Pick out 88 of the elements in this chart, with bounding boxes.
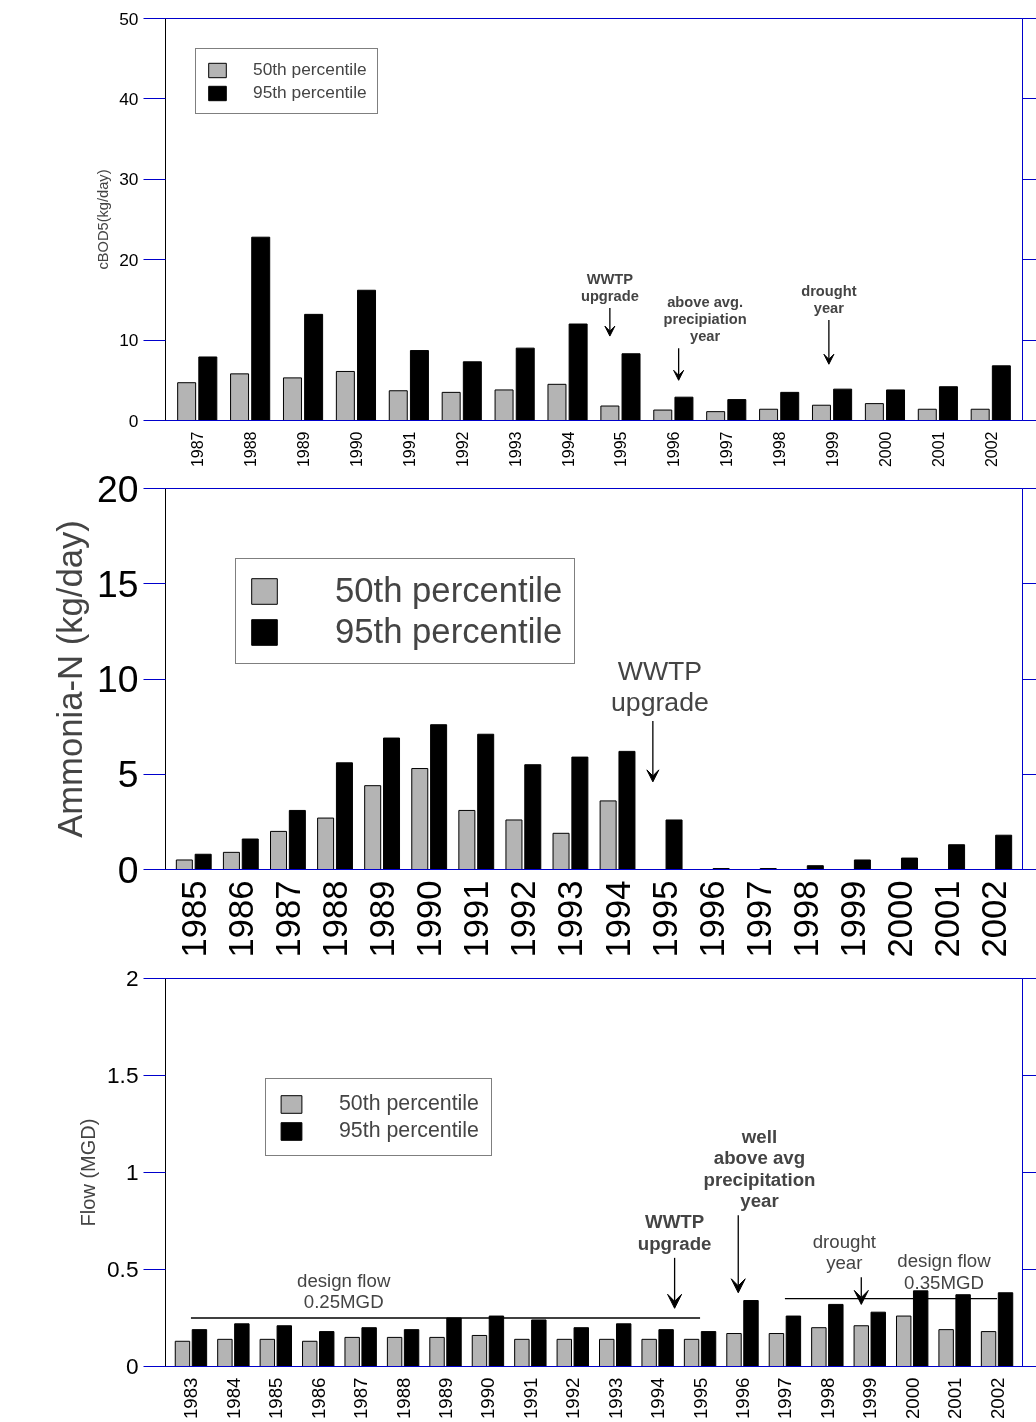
x-tick-label: 1998 bbox=[786, 880, 825, 958]
x-tick-label: 1995 bbox=[612, 431, 630, 468]
x-tick-label: 1994 bbox=[598, 880, 637, 958]
y-tick-label: 10 bbox=[96, 658, 139, 700]
x-tick-label: 2002 bbox=[975, 880, 1014, 958]
x-tick-label: 1999 bbox=[824, 431, 842, 468]
y-tick-label: 30 bbox=[119, 169, 139, 190]
x-tick-label: 1989 bbox=[295, 431, 313, 468]
x-tick-label: 2000 bbox=[901, 1377, 923, 1419]
y-axis-title: Ammonia-N (kg/day) bbox=[50, 520, 89, 838]
x-tick-label: 1988 bbox=[242, 431, 260, 468]
legend-label: 50th percentile bbox=[335, 571, 563, 610]
x-tick-label: 1996 bbox=[665, 431, 683, 468]
x-tick-label: 1992 bbox=[453, 431, 471, 468]
legend-label: 50th percentile bbox=[339, 1091, 479, 1116]
y-tick-label: 0.5 bbox=[107, 1256, 139, 1282]
y-tick-label: 1.5 bbox=[107, 1062, 139, 1088]
y-tick-label: 2 bbox=[125, 965, 139, 991]
y-tick-label: 50 bbox=[119, 8, 139, 29]
series-label: design flow 0.35MGD bbox=[897, 1250, 992, 1293]
x-tick-label: 1990 bbox=[410, 880, 449, 958]
x-tick-label: 1999 bbox=[859, 1377, 881, 1419]
x-tick-label: 1997 bbox=[739, 880, 778, 958]
x-tick-label: 2002 bbox=[986, 1377, 1008, 1419]
x-tick-label: 1985 bbox=[174, 880, 213, 958]
x-tick-label: 1989 bbox=[363, 880, 402, 958]
x-tick-label: 1998 bbox=[771, 431, 789, 468]
annotation: well above avg precipitation year bbox=[703, 1125, 816, 1212]
annotation: WWTP upgrade bbox=[637, 1211, 712, 1254]
x-tick-label: 1987 bbox=[189, 431, 207, 468]
y-tick-label: 20 bbox=[119, 249, 139, 270]
y-tick-label: 1 bbox=[125, 1159, 139, 1185]
x-tick-label: 1995 bbox=[689, 1377, 711, 1419]
x-tick-label: 1995 bbox=[645, 880, 684, 958]
x-tick-label: 1993 bbox=[551, 880, 590, 958]
x-tick-label: 1992 bbox=[504, 880, 543, 958]
x-tick-label: 1994 bbox=[647, 1377, 669, 1419]
x-tick-label: 1992 bbox=[562, 1377, 584, 1419]
x-tick-label: 1986 bbox=[307, 1377, 329, 1419]
legend-label: 95th percentile bbox=[253, 82, 367, 103]
series-label: design flow 0.25MGD bbox=[297, 1269, 391, 1312]
x-tick-label: 1983 bbox=[180, 1377, 202, 1419]
y-tick-label: 40 bbox=[119, 88, 139, 109]
x-tick-label: 1999 bbox=[833, 880, 872, 958]
x-tick-label: 1997 bbox=[774, 1377, 796, 1419]
x-tick-label: 1997 bbox=[718, 431, 736, 468]
x-tick-label: 1989 bbox=[435, 1377, 457, 1419]
annotation: drought year bbox=[801, 283, 857, 316]
x-tick-label: 1998 bbox=[816, 1377, 838, 1419]
y-axis-title: Flow (MGD) bbox=[77, 1118, 99, 1227]
x-tick-label: 1988 bbox=[316, 880, 355, 958]
y-tick-label: 10 bbox=[119, 330, 139, 351]
x-tick-label: 1991 bbox=[457, 880, 496, 958]
x-tick-label: 2001 bbox=[928, 880, 967, 958]
y-axis-title: cBOD5(kg/day) bbox=[95, 169, 112, 270]
legend-label: 95th percentile bbox=[335, 612, 563, 651]
legend-label: 95th percentile bbox=[339, 1118, 479, 1143]
x-tick-label: 2000 bbox=[881, 880, 920, 958]
x-tick-label: 1984 bbox=[222, 1377, 244, 1419]
y-tick-label: 0 bbox=[125, 1353, 139, 1379]
x-tick-label: 1985 bbox=[265, 1377, 287, 1419]
x-tick-label: 1986 bbox=[221, 880, 260, 958]
x-tick-label: 1991 bbox=[519, 1377, 541, 1419]
x-tick-label: 1993 bbox=[604, 1377, 626, 1419]
x-tick-label: 1988 bbox=[392, 1377, 414, 1419]
annotation: above avg. precipiation year bbox=[663, 294, 747, 345]
x-tick-label: 1991 bbox=[400, 431, 418, 468]
x-tick-label: 2001 bbox=[929, 431, 947, 468]
x-tick-label: 2001 bbox=[944, 1377, 966, 1419]
x-tick-label: 1996 bbox=[731, 1377, 753, 1419]
x-tick-label: 2000 bbox=[876, 431, 894, 468]
x-tick-label: 1987 bbox=[268, 880, 307, 958]
annotation: WWTP upgrade bbox=[580, 271, 639, 304]
x-tick-label: 1993 bbox=[506, 431, 524, 468]
annotation: WWTP upgrade bbox=[611, 656, 709, 717]
x-tick-label: 1990 bbox=[347, 431, 365, 468]
legend-label: 50th percentile bbox=[253, 59, 367, 80]
x-tick-label: 1994 bbox=[559, 431, 577, 468]
x-tick-label: 1987 bbox=[350, 1377, 372, 1419]
y-tick-label: 5 bbox=[117, 753, 139, 796]
x-tick-label: 1996 bbox=[692, 880, 731, 958]
y-tick-label: 15 bbox=[96, 562, 139, 605]
y-tick-label: 0 bbox=[128, 410, 139, 431]
annotation: drought year bbox=[812, 1230, 877, 1274]
y-tick-label: 0 bbox=[117, 848, 139, 891]
x-tick-label: 1990 bbox=[477, 1377, 499, 1419]
y-tick-label: 20 bbox=[96, 467, 139, 510]
x-tick-label: 2002 bbox=[982, 431, 1000, 468]
